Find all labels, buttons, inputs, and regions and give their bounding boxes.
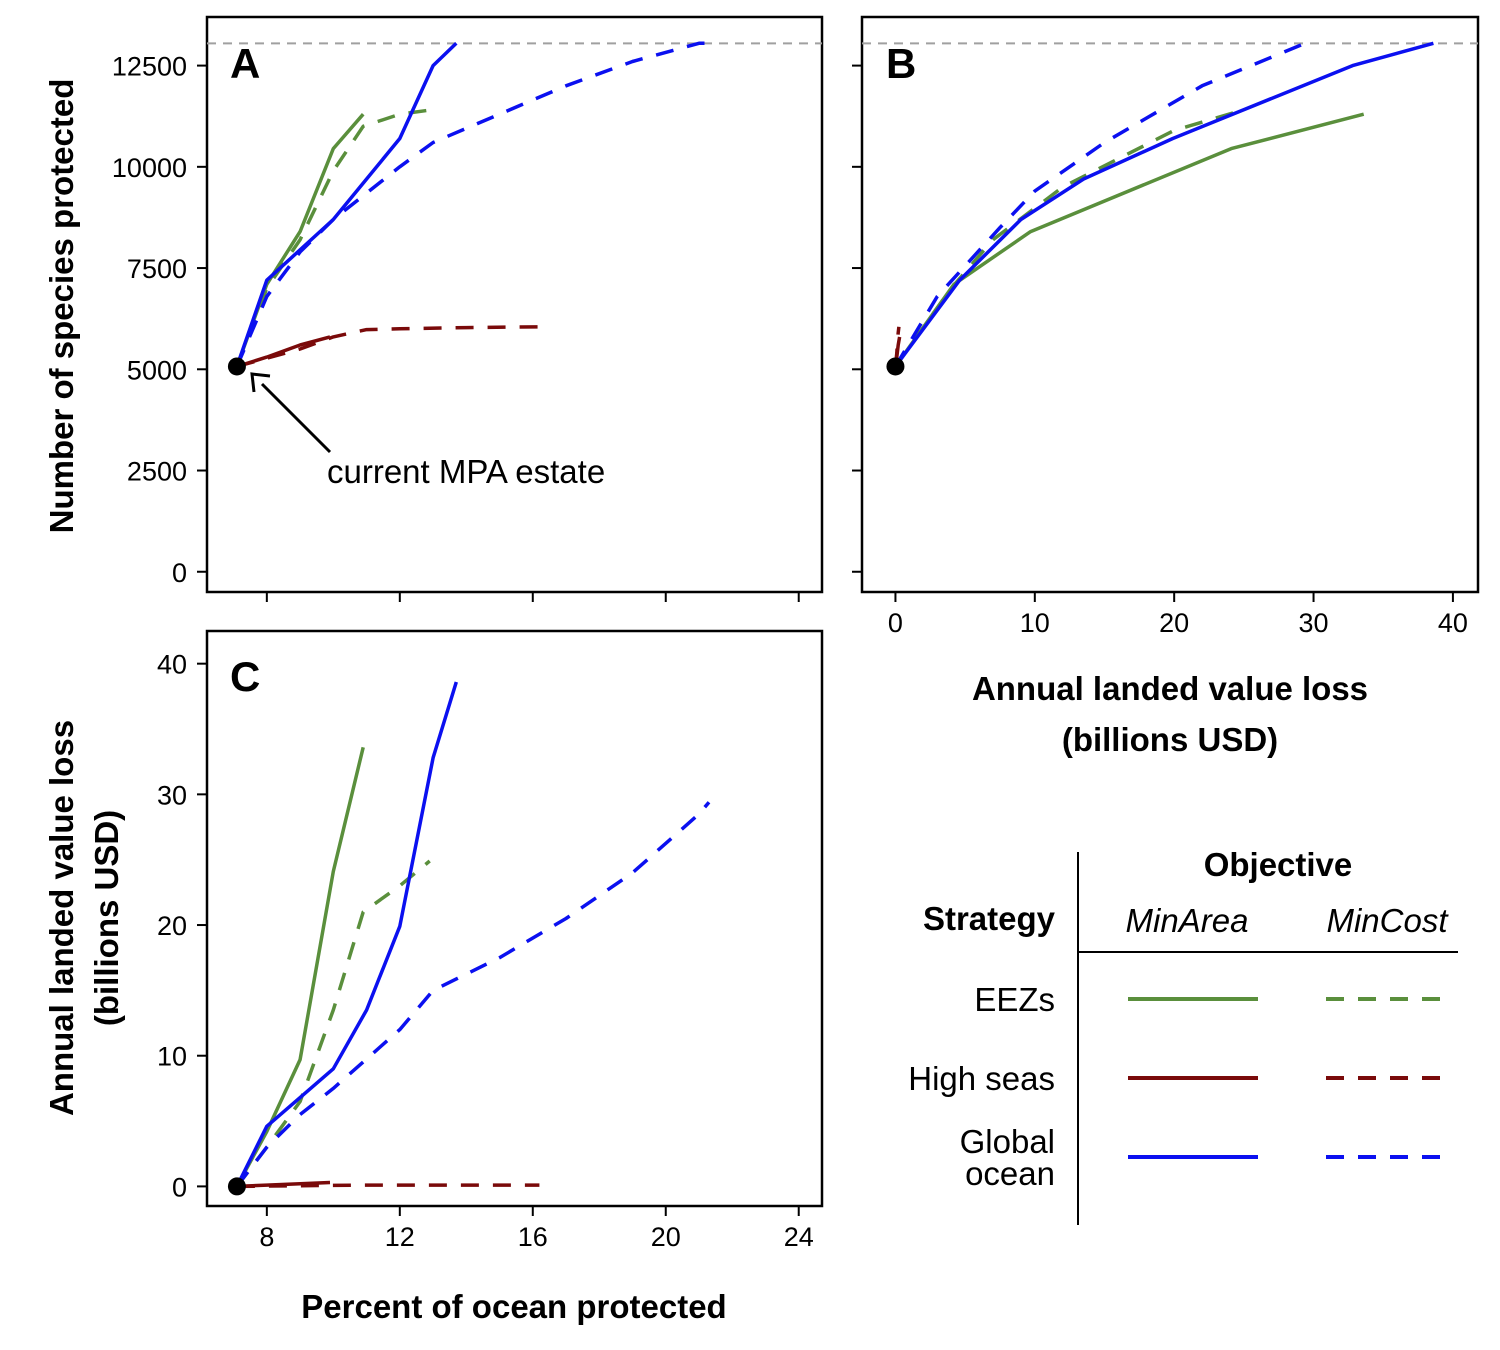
panel-a-marks: 0 2500 5000 7500 10000 12500 — [112, 41, 822, 602]
annotation-text: current MPA estate — [327, 453, 605, 490]
panel-c-frame — [205, 629, 824, 1208]
panel-b-series-global-ocean-mincost — [893, 41, 1306, 368]
panel-a-y-tick-label: 0 — [172, 558, 187, 588]
panel-c-label: C — [230, 653, 260, 700]
legend-row-label: High seas — [908, 1060, 1055, 1097]
panel-c-x-axis-title: Percent of ocean protected — [301, 1288, 726, 1325]
panel-c-x-tick-label: 16 — [518, 1222, 548, 1252]
panel-c-x-tick-label: 8 — [259, 1222, 274, 1252]
panel-c-series-global-ocean-mincost — [235, 801, 711, 1188]
panel-b: 0 10 20 30 40 B Annual landed value loss (bi… — [852, 15, 1480, 758]
panel-c-x-tick-label: 20 — [651, 1222, 681, 1252]
panel-c-series-global-ocean-minarea — [235, 681, 458, 1188]
panel-a-label: A — [230, 40, 260, 87]
panel-b-label: B — [886, 40, 916, 87]
legend-title: Objective — [1204, 846, 1353, 883]
panel-a-series-high-seas-mincost — [236, 325, 540, 369]
panel-c-y-tick-label: 30 — [157, 780, 187, 810]
panel-c-y-tick-label: 0 — [172, 1172, 187, 1202]
panel-c-current-mpa-point — [227, 1177, 246, 1196]
panel-a-y-tick-label: 5000 — [127, 355, 187, 385]
panel-b-x-axis-title-line2: (billions USD) — [1062, 721, 1278, 758]
panel-a-y-axis-title: Number of species protected — [43, 79, 80, 534]
panel-c-y-tick-label: 20 — [157, 911, 187, 941]
panel-a-frame — [205, 15, 824, 594]
panel-b-x-tick-label: 20 — [1159, 608, 1189, 638]
panel-b-x-tick-label: 30 — [1299, 608, 1329, 638]
panel-b-series-eezs-mincost — [893, 108, 1243, 368]
panel-b-x-axis-title-line1: Annual landed value loss — [972, 670, 1368, 707]
panel-b-x-tick-label: 10 — [1020, 608, 1050, 638]
panel-c-y-axis-title-line2: (billions USD) — [88, 810, 125, 1026]
panel-c-y-axis-title-line1: Annual landed value loss — [43, 720, 80, 1116]
legend-col-mincost: MinCost — [1326, 902, 1449, 939]
legend-row-label: Global — [960, 1123, 1055, 1160]
panel-c-x-tick-label: 12 — [385, 1222, 415, 1252]
panel-b-marks: 0 10 20 30 40 — [852, 41, 1478, 638]
annotation-arrow-head — [250, 372, 271, 393]
current-mpa-annotation: current MPA estate — [250, 372, 605, 490]
panel-b-x-tick-label: 40 — [1438, 608, 1468, 638]
panel-c-y-tick-label: 10 — [157, 1042, 187, 1072]
legend-row-label: EEZs — [974, 981, 1055, 1018]
panel-b-x-tick-label: 0 — [888, 608, 903, 638]
panel-c-marks: 8 12 16 20 24 0 10 20 30 40 — [157, 650, 814, 1252]
panel-b-frame — [860, 15, 1480, 594]
legend-row-label: ocean — [965, 1155, 1055, 1192]
panel-c-series-eezs-minarea — [235, 746, 365, 1188]
panel-a: 0 2500 5000 7500 10000 12500 A current MPA es… — [43, 15, 824, 602]
panel-a-y-tick-label: 10000 — [112, 153, 187, 183]
panel-b-series-global-ocean-minarea — [893, 41, 1434, 368]
panel-c-y-tick-label: 40 — [157, 650, 187, 680]
panel-a-y-tick-label: 7500 — [127, 254, 187, 284]
panel-a-series-global-ocean-mincost — [235, 41, 716, 368]
annotation-arrow-shaft — [260, 382, 332, 454]
panel-a-series-global-ocean-minarea — [235, 42, 458, 368]
legend-strategy-label: Strategy — [923, 900, 1056, 937]
legend: Objective Strategy MinArea MinCost EEZs H… — [908, 846, 1458, 1225]
panel-c-x-tick-label: 24 — [784, 1222, 814, 1252]
panel-c: 8 12 16 20 24 0 10 20 30 40 C Annual landed value… — [43, 629, 824, 1325]
panel-a-y-tick-label: 2500 — [127, 457, 187, 487]
panel-a-y-tick-label: 12500 — [112, 52, 187, 82]
panel-c-series-eezs-mincost — [235, 859, 431, 1188]
panel-c-series-high-seas-mincost — [236, 1183, 540, 1189]
panel-a-current-mpa-point — [227, 357, 246, 376]
legend-col-minarea: MinArea — [1126, 902, 1249, 939]
panel-b-current-mpa-point — [886, 357, 905, 376]
